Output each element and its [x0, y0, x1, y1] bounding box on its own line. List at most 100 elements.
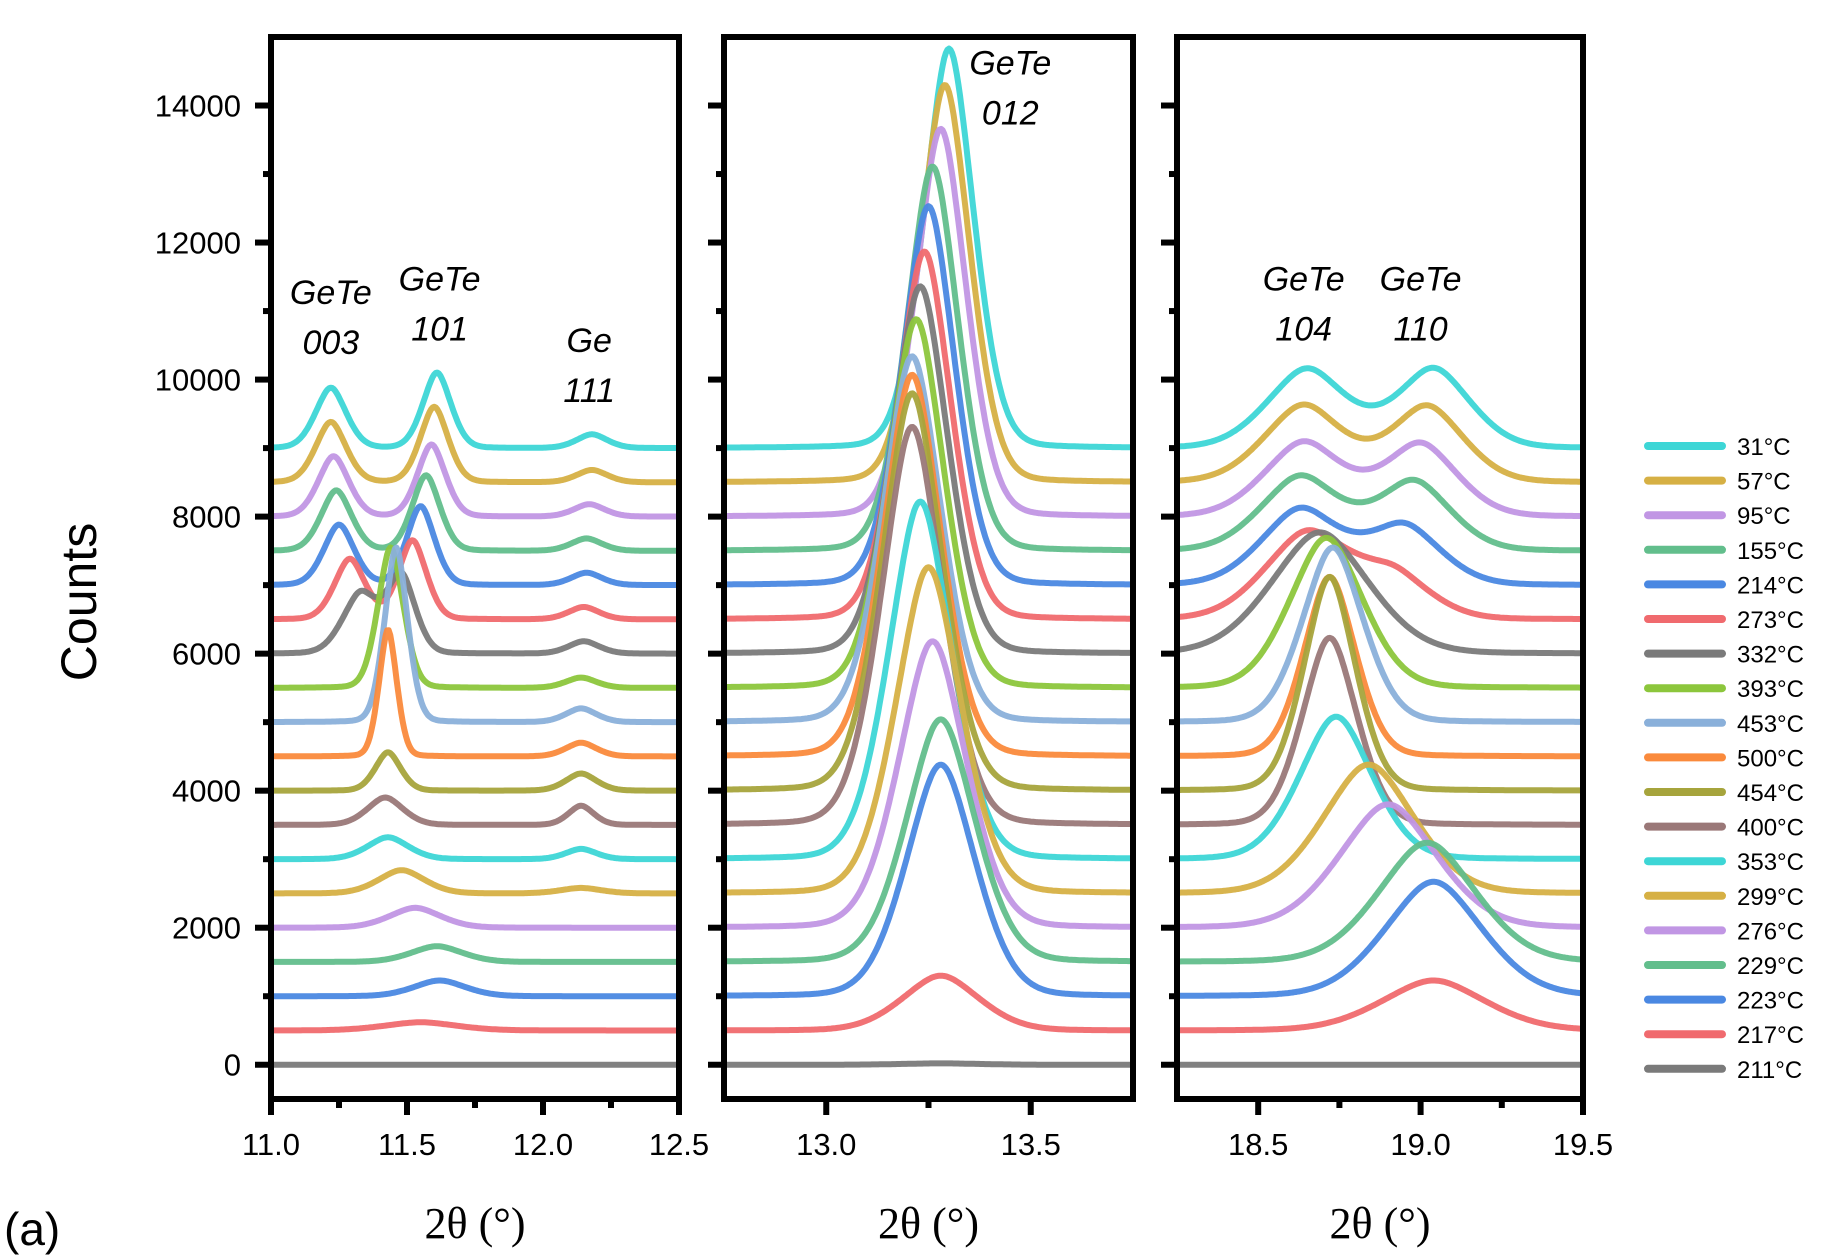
legend-label: 211°C [1737, 1057, 1802, 1084]
series-line-400C [271, 794, 679, 828]
series-line-500C [271, 627, 679, 760]
series-line-217C [1177, 977, 1583, 1034]
legend-item: 454°C [1644, 780, 1804, 807]
x-tick-label: 13.5 [1001, 1127, 1061, 1162]
y-axis-title: Counts [51, 523, 107, 681]
series-line-31C [1177, 364, 1583, 451]
series-line-217C [724, 972, 1133, 1034]
y-tick-label: 6000 [172, 637, 241, 672]
series-line-211C [724, 1060, 1133, 1068]
series-line-353C [724, 498, 1133, 862]
legend-label: 57°C [1737, 469, 1791, 496]
legend-item: 400°C [1644, 815, 1804, 842]
series-line-155C [724, 163, 1133, 554]
series-line-217C [271, 1019, 679, 1034]
series-line-214C [1177, 504, 1583, 588]
legend-item: 31°C [1644, 434, 1791, 461]
series-line-454C [271, 749, 679, 794]
x-tick-label: 18.5 [1228, 1127, 1288, 1162]
series-group [724, 45, 1133, 1068]
series-line-276C [1177, 801, 1583, 930]
legend-label: 229°C [1737, 953, 1804, 980]
peak-annotation: GeTe 110 [1380, 261, 1462, 349]
series-line-299C [724, 564, 1133, 896]
series-line-31C [724, 45, 1133, 451]
peak-annotation: GeTe 101 [399, 261, 481, 349]
legend-item: 273°C [1644, 607, 1804, 634]
y-tick-label: 0 [224, 1048, 241, 1083]
legend-label: 332°C [1737, 642, 1804, 669]
series-line-57C [1177, 401, 1583, 485]
legend-item: 453°C [1644, 711, 1804, 738]
legend-label: 393°C [1737, 676, 1804, 703]
x-axis-title: 2θ (°) [878, 1199, 979, 1248]
panel-1: 0 2000 4000 6000 8000 10000 12000 14000 11.0 11.5… [155, 34, 709, 1248]
series-line-400C [724, 424, 1133, 828]
series-line-353C [271, 834, 679, 863]
y-tick-label: 10000 [155, 363, 241, 398]
legend-label: 454°C [1737, 780, 1804, 807]
subplot-label: (a) [4, 1203, 60, 1255]
legend-item: 214°C [1644, 572, 1804, 599]
legend-label: 31°C [1737, 434, 1791, 461]
series-line-95C [1177, 438, 1583, 519]
x-tick-label: 19.5 [1553, 1127, 1613, 1162]
y-tick-label: 14000 [155, 89, 241, 124]
series-line-454C [724, 390, 1133, 793]
series-line-276C [724, 638, 1133, 930]
series-line-299C [1177, 761, 1583, 896]
panel-3: 18.5 19.0 19.5 2θ (°) GeTe 104 GeTe 110 [1161, 34, 1613, 1248]
peak-annotation: GeTe 012 [969, 45, 1051, 133]
series-line-332C [724, 283, 1133, 656]
series-line-214C [724, 203, 1133, 588]
x-tick-label: 11.5 [378, 1127, 436, 1162]
series-line-229C [724, 716, 1133, 965]
peak-annotation: GeTe 104 [1263, 261, 1345, 349]
y-tick-label: 2000 [172, 911, 241, 946]
series-line-57C [271, 403, 679, 486]
series-line-353C [1177, 713, 1583, 862]
legend-item: 217°C [1644, 1022, 1804, 1049]
x-axis-title: 2θ (°) [1330, 1199, 1431, 1248]
peak-annotation: GeTe 003 [290, 274, 372, 362]
series-line-453C [271, 544, 679, 726]
legend-item: 500°C [1644, 745, 1804, 772]
series-line-273C [724, 248, 1133, 622]
series-line-299C [271, 867, 679, 897]
legend-label: 453°C [1737, 711, 1804, 738]
legend-label: 223°C [1737, 988, 1804, 1015]
series-line-393C [1177, 534, 1583, 691]
peak-annotation: Ge 111 [563, 322, 615, 410]
series-line-31C [271, 369, 679, 451]
y-tick-label: 4000 [172, 774, 241, 809]
series-line-332C [271, 568, 679, 657]
x-tick-label: 12.0 [513, 1127, 573, 1162]
legend-label: 214°C [1737, 572, 1804, 599]
series-line-223C [271, 977, 679, 1000]
legend-item: 211°C [1644, 1057, 1802, 1084]
series-line-393C [271, 544, 679, 691]
legend-item: 229°C [1644, 953, 1804, 980]
legend-label: 273°C [1737, 607, 1804, 634]
legend-label: 95°C [1737, 503, 1791, 530]
x-tick-label: 11.0 [242, 1127, 300, 1162]
legend-label: 299°C [1737, 884, 1804, 911]
series-line-453C [1177, 544, 1583, 725]
series-line-500C [1177, 573, 1583, 760]
series-line-223C [1177, 878, 1583, 999]
x-tick-label: 12.5 [649, 1127, 709, 1162]
legend-item: 353°C [1644, 849, 1804, 876]
x-tick-label: 19.0 [1390, 1127, 1450, 1162]
series-line-454C [1177, 573, 1583, 794]
series-line-229C [271, 943, 679, 965]
series-line-332C [1177, 529, 1583, 657]
legend-item: 223°C [1644, 988, 1804, 1015]
legend-label: 353°C [1737, 849, 1804, 876]
series-line-393C [724, 316, 1133, 691]
series-line-214C [271, 503, 679, 589]
legend-label: 276°C [1737, 918, 1804, 945]
series-line-223C [724, 761, 1133, 999]
series-line-273C [1177, 527, 1583, 622]
series-line-229C [1177, 839, 1583, 965]
